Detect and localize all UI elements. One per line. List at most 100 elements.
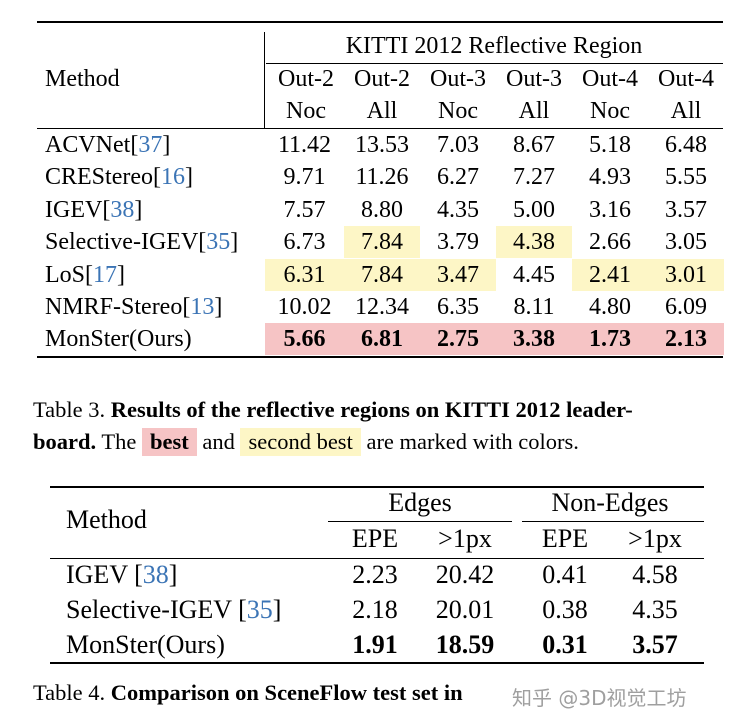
table3-method-cell: ACVNet[37]	[45, 129, 170, 161]
table4-method-cell: MonSter(Ours)	[66, 628, 225, 662]
table3-method-header: Method	[45, 66, 120, 92]
table4-value-cell: 4.35	[632, 595, 678, 624]
table3-caption: Table 3. Results of the reflective regio…	[33, 394, 633, 458]
citation-link[interactable]: 35	[246, 595, 273, 624]
table3-col-header-top: Out-4	[582, 66, 638, 92]
table3-group-header: KITTI 2012 Reflective Region	[345, 33, 643, 59]
table3-value-cell: 5.00	[513, 196, 555, 223]
table4-method-header: Method	[66, 505, 147, 534]
table3-value-cell: 8.67	[513, 132, 555, 158]
table3-value-cell: 6.73	[283, 229, 326, 256]
table3-value-cell: 7.84	[344, 258, 420, 291]
table3-value-cell: 6.09	[665, 294, 707, 320]
table4-value-cell: 4.58	[632, 560, 678, 589]
cite-bracket: [	[153, 164, 161, 191]
table3-col-header-top: Out-2	[278, 66, 334, 92]
table4-value-cell: 1.91	[352, 630, 398, 659]
cite-bracket: ]	[117, 261, 126, 288]
table4-method-cell: IGEV [38]	[66, 558, 177, 592]
citation-link[interactable]: 16	[161, 164, 185, 191]
caption3-line2: board. The best and second best are mark…	[33, 426, 633, 458]
caption3-line1: Table 3. Results of the reflective regio…	[33, 394, 633, 426]
table3-value-cell: 3.47	[420, 258, 496, 291]
table4-group-edges: Edges	[388, 488, 452, 517]
method-name: LoS	[45, 261, 86, 288]
table3-value-cell: 9.71	[283, 164, 326, 191]
citation-link[interactable]: 37	[138, 132, 163, 158]
table3-group-underline	[266, 63, 723, 64]
table4-value-cell: 20.01	[435, 595, 495, 624]
method-name: IGEV	[45, 196, 103, 223]
table3-method-cell: MonSter(Ours)	[45, 323, 192, 355]
method-name: IGEV	[66, 560, 135, 589]
caption3-text-c: are marked with colors.	[366, 429, 579, 454]
table3-method-cell: Selective-IGEV[35]	[45, 226, 238, 258]
caption3-bold-title: Results of the reflective regions on KIT…	[110, 397, 633, 422]
table4-subheader: EPE	[351, 524, 399, 553]
table3-value-cell: 2.66	[589, 229, 631, 256]
table3-value-cell: 6.48	[665, 132, 707, 158]
second-best-color-chip: second best	[240, 428, 361, 456]
caption3-text-b: and	[202, 429, 235, 454]
cite-bracket: ]	[272, 595, 282, 624]
table3-col-header-top: Out-3	[430, 66, 486, 92]
table3-value-cell: 1.73	[572, 323, 648, 356]
cite-bracket: [	[134, 560, 143, 589]
table3-value-cell: 11.26	[355, 164, 409, 191]
citation-link[interactable]: 38	[110, 196, 135, 223]
table4-top-rule	[50, 486, 704, 488]
table4-header-rule	[50, 558, 704, 559]
citation-link[interactable]: 17	[93, 261, 118, 288]
citation-link[interactable]: 13	[190, 294, 215, 320]
table3-value-cell: 7.03	[437, 132, 479, 158]
citation-link[interactable]: 38	[142, 560, 169, 589]
table3-value-cell: 5.55	[665, 164, 707, 191]
table4-bottom-rule	[50, 662, 704, 664]
table3-value-cell: 2.41	[572, 258, 648, 291]
method-name: Selective-IGEV	[45, 229, 199, 256]
cite-bracket: ]	[230, 229, 239, 256]
cite-bracket: [	[130, 132, 139, 158]
table4-group-non-edges: Non-Edges	[551, 488, 669, 517]
table3-value-cell: 6.31	[265, 258, 344, 291]
cite-bracket: [	[238, 595, 247, 624]
cite-bracket: [	[102, 196, 111, 223]
table3-value-cell: 3.16	[589, 196, 631, 223]
cite-bracket: ]	[134, 196, 143, 223]
table3-value-cell: 10.02	[277, 294, 332, 320]
method-name: MonSter(Ours)	[45, 326, 192, 353]
table3-value-cell: 6.35	[437, 294, 479, 320]
table4-caption: Table 4. Comparison on SceneFlow test se…	[33, 677, 463, 709]
table3-value-cell: 3.79	[437, 229, 479, 256]
caption3-bold-continuation: board.	[33, 429, 97, 454]
caption3-text-a: The	[101, 429, 137, 454]
table4-value-cell: 0.38	[542, 595, 588, 624]
table4-subheader: >1px	[438, 524, 492, 553]
cite-bracket: [	[198, 229, 207, 256]
table3-value-cell: 3.57	[665, 196, 707, 223]
table3-col-header-bottom: Noc	[438, 98, 478, 124]
table3-value-cell: 5.66	[265, 323, 344, 356]
table3-value-cell: 4.35	[437, 196, 479, 223]
table4-group-underline-edges	[328, 521, 512, 522]
best-color-chip: best	[141, 428, 197, 456]
table3-col-header-top: Out-3	[506, 66, 562, 92]
method-name: ACVNet	[45, 132, 131, 158]
table3-method-cell: CREStereo[16]	[45, 161, 193, 193]
table3-value-cell: 7.57	[283, 196, 326, 223]
cite-bracket: ]	[168, 560, 178, 589]
table3-col-header-bottom: All	[670, 98, 702, 124]
table3-value-cell: 12.34	[355, 294, 409, 320]
method-name: NMRF-Stereo	[45, 294, 183, 320]
caption3-label: Table 3.	[33, 397, 106, 422]
table4-value-cell: 3.57	[632, 630, 678, 659]
cite-bracket: ]	[185, 164, 193, 191]
table3-value-cell: 11.42	[277, 132, 332, 158]
table3-value-cell: 2.13	[648, 323, 724, 356]
citation-link[interactable]: 35	[206, 229, 231, 256]
table3-value-cell: 8.11	[513, 294, 555, 320]
table4-group-underline-non-edges	[522, 521, 704, 522]
table3-value-cell: 6.81	[344, 323, 420, 356]
table3-method-cell: LoS[17]	[45, 259, 125, 291]
table3-value-cell: 7.84	[344, 226, 420, 259]
